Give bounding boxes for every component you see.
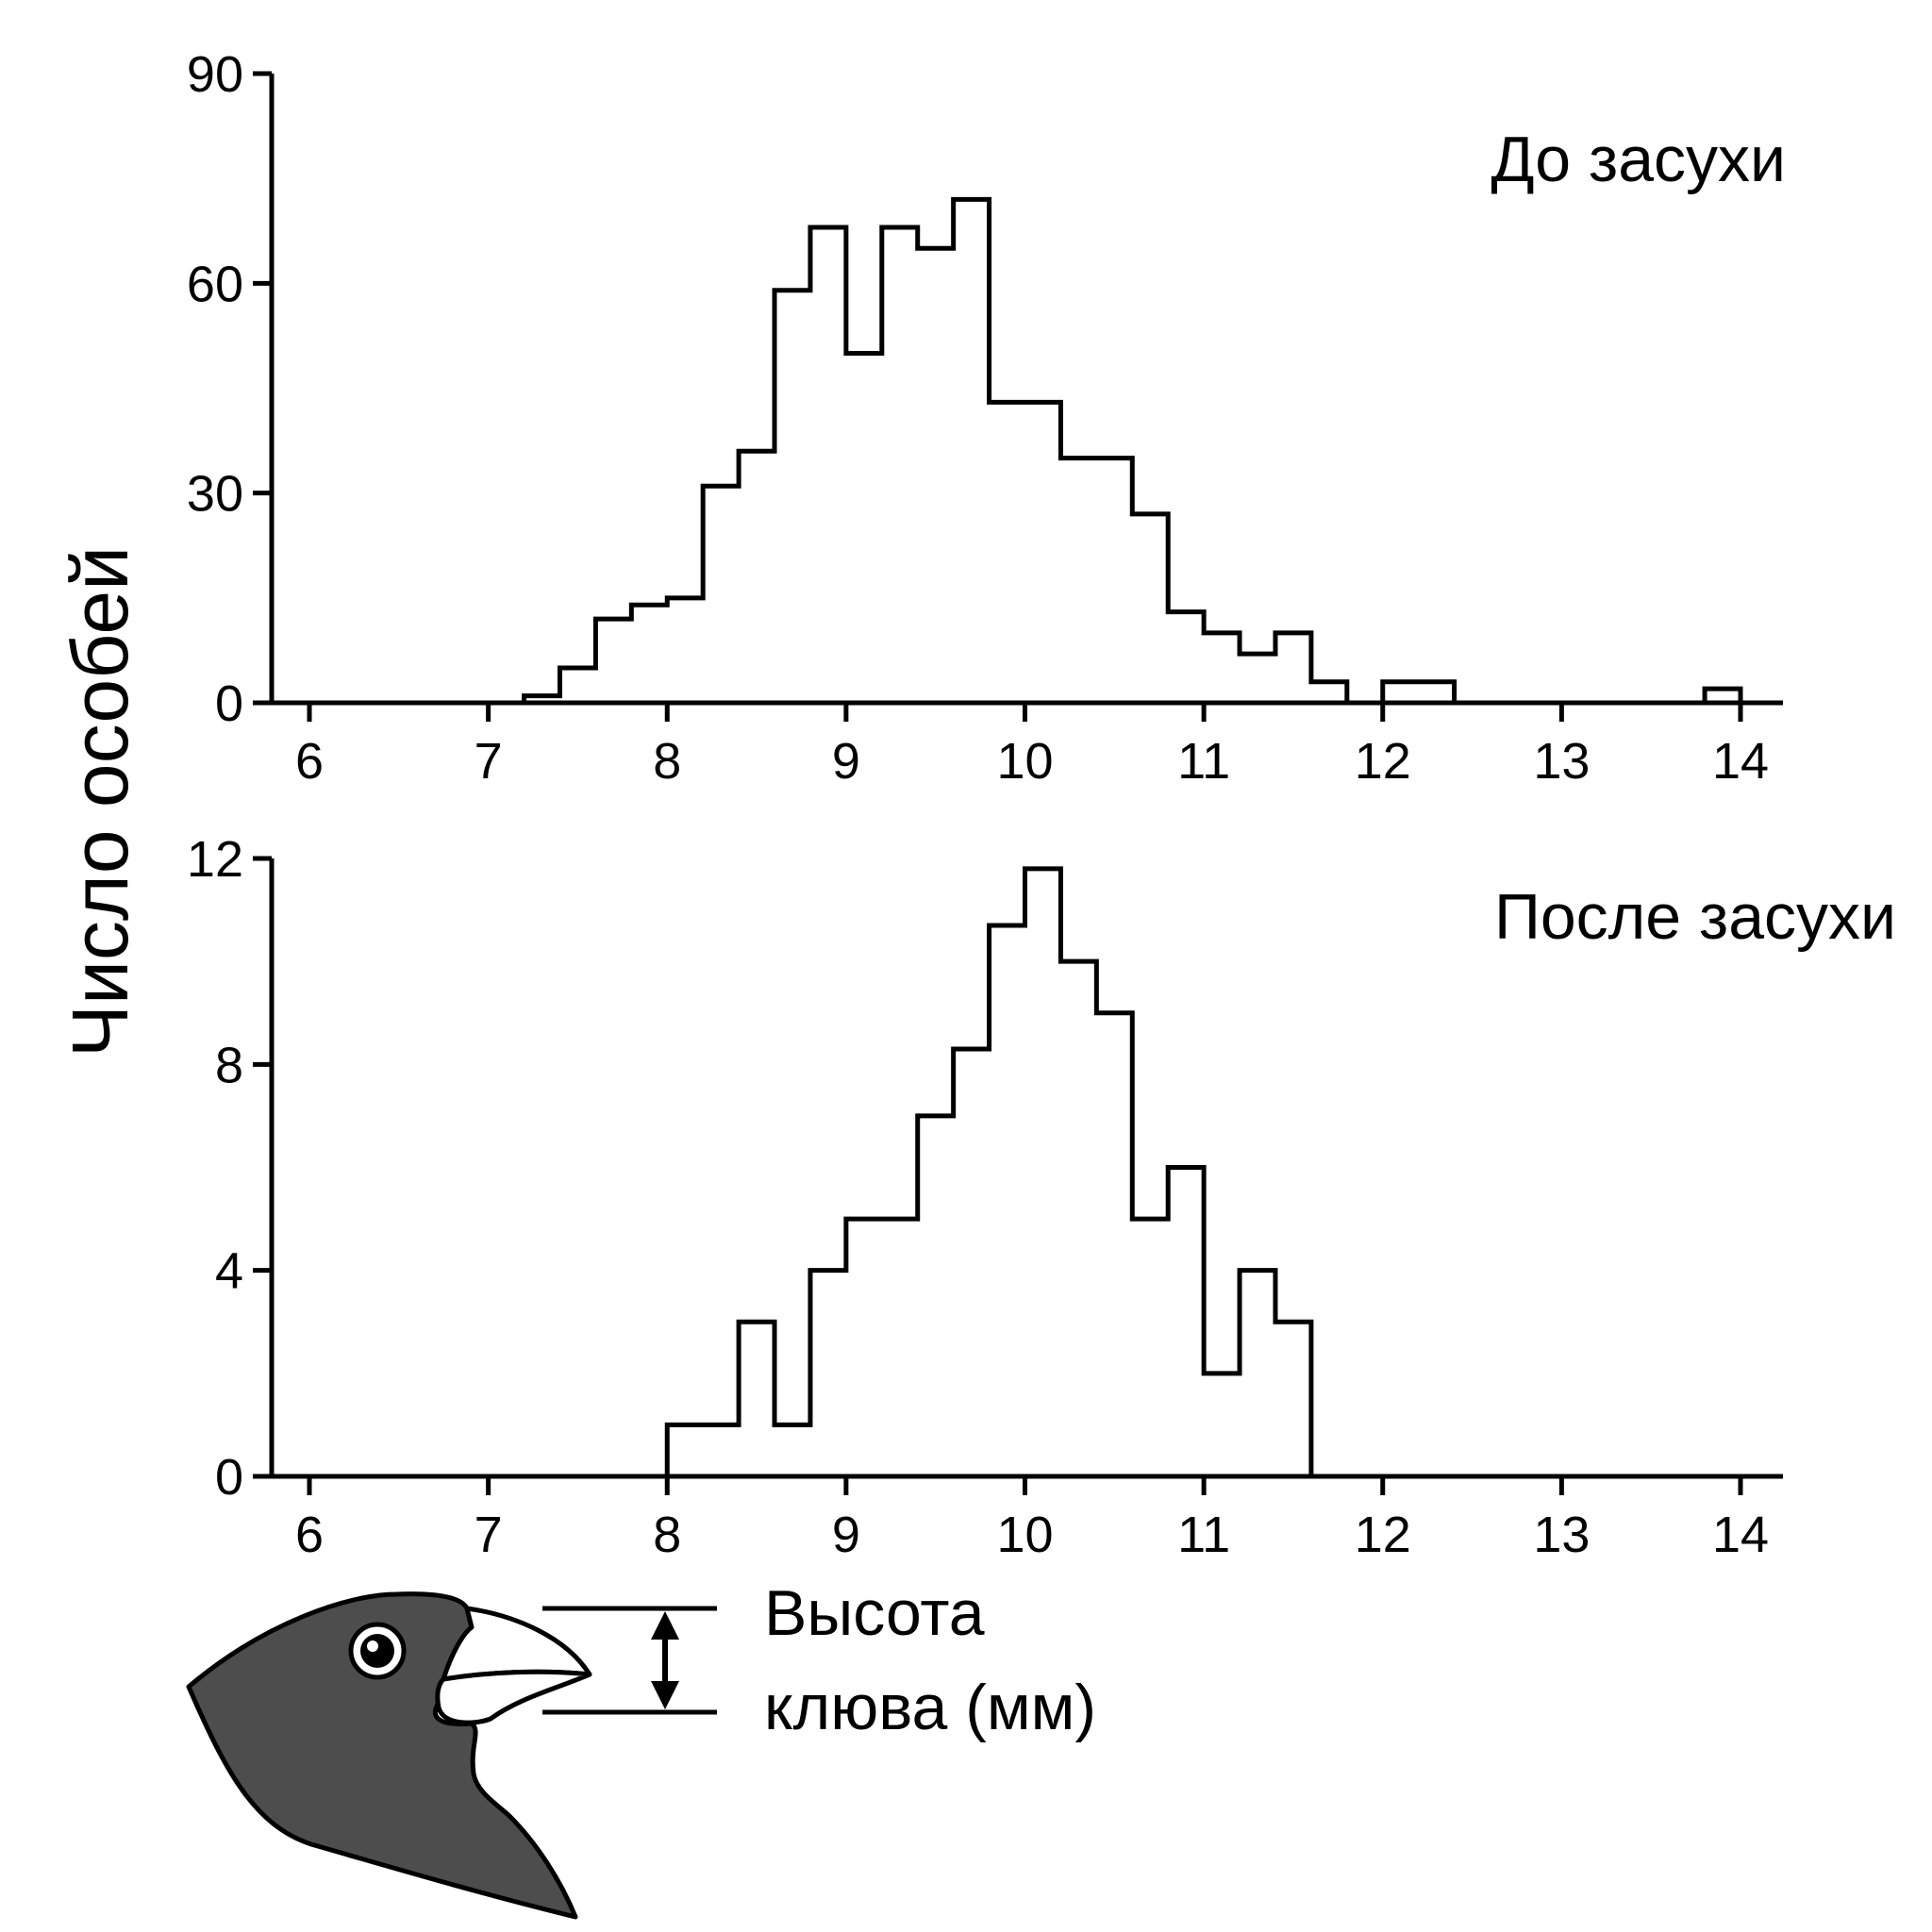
histogram-bin-before	[559, 668, 595, 703]
histogram-bin-after	[810, 1271, 846, 1476]
x-tick-label-after: 6	[295, 1507, 324, 1563]
x-tick-label-before: 8	[653, 733, 681, 790]
y-tick-label-after: 0	[215, 1449, 243, 1506]
histogram-bin-after	[1240, 1271, 1275, 1476]
x-tick-label-after: 14	[1712, 1507, 1769, 1563]
histogram-bin-before	[1240, 654, 1275, 703]
histogram-bin-after	[882, 1219, 918, 1476]
histogram-bin-before	[954, 199, 990, 703]
panel-after-drought: 0 4 8 12 6 7 8 9 10 11 12 13 14 После засухи	[187, 831, 1896, 1563]
y-axis-label: Число особей	[56, 546, 144, 1058]
histogram-bin-after	[667, 1424, 703, 1476]
y-tick-label-after: 12	[187, 831, 243, 888]
histogram-bin-before	[990, 402, 1025, 703]
histogram-bin-after	[1275, 1322, 1311, 1476]
histogram-bin-before	[1096, 458, 1132, 703]
finch-eye-highlight	[367, 1641, 378, 1652]
histogram-bin-after	[954, 1049, 990, 1476]
histogram-bin-after	[1060, 961, 1096, 1476]
y-tick-label-before: 30	[187, 466, 243, 523]
x-tick-label-before: 6	[295, 733, 324, 790]
histogram-bin-before	[918, 248, 954, 703]
finch-head-illustration	[186, 1591, 592, 1920]
panel-title-before: До засухи	[1491, 124, 1786, 195]
histogram-bin-before	[1168, 612, 1204, 703]
histogram-bin-before	[1275, 633, 1311, 703]
y-tick-label-after: 8	[215, 1037, 243, 1093]
histogram-bin-before	[631, 605, 667, 703]
x-tick-label-after: 10	[996, 1507, 1053, 1563]
y-tick-label-before: 90	[187, 46, 243, 103]
histogram-bin-before	[810, 227, 846, 703]
x-tick-label-after: 8	[653, 1507, 681, 1563]
histogram-bin-before	[595, 619, 631, 703]
x-tick-label-before: 7	[475, 733, 503, 790]
measure-label-line1: Высота	[764, 1577, 985, 1649]
x-tick-label-before: 14	[1712, 733, 1769, 790]
beak-depth-measure: Высота клюва (мм)	[542, 1577, 1096, 1743]
histogram-bin-after	[774, 1424, 810, 1476]
histogram-bin-before	[1419, 682, 1455, 703]
histogram-bin-after	[846, 1219, 882, 1476]
histogram-bin-before	[1383, 682, 1419, 703]
x-tick-label-before: 12	[1355, 733, 1411, 790]
histogram-bin-before	[1060, 458, 1096, 703]
panel-title-after: После засухи	[1494, 881, 1896, 953]
x-tick-label-after: 11	[1177, 1507, 1230, 1563]
histogram-bin-before	[667, 598, 703, 703]
y-tick-label-before: 0	[215, 675, 243, 732]
x-tick-label-after: 13	[1533, 1507, 1590, 1563]
histogram-bin-before	[703, 486, 739, 703]
finch-eye-pupil	[360, 1634, 394, 1668]
x-tick-label-after: 12	[1355, 1507, 1411, 1563]
histogram-bin-after	[703, 1424, 739, 1476]
x-tick-label-after: 7	[475, 1507, 503, 1563]
histogram-bin-after	[1132, 1219, 1168, 1476]
histogram-bin-before	[882, 227, 918, 703]
histogram-outline-before	[522, 196, 1743, 706]
histogram-bin-before	[1311, 682, 1347, 703]
histogram-bin-after	[739, 1322, 774, 1476]
histogram-bin-before	[846, 353, 882, 703]
x-tick-label-before: 13	[1533, 733, 1590, 790]
histogram-bin-before	[1132, 514, 1168, 703]
x-tick-label-before: 11	[1177, 733, 1230, 790]
histogram-bin-after	[1204, 1374, 1240, 1476]
histogram-bin-before	[1025, 402, 1061, 703]
histogram-bin-after	[1025, 869, 1061, 1476]
x-tick-label-after: 9	[832, 1507, 860, 1563]
histogram-outline-after	[664, 866, 1314, 1476]
measure-label-line2: клюва (мм)	[764, 1672, 1096, 1743]
measure-arrow-down-icon	[651, 1681, 679, 1709]
histogram-bin-after	[990, 925, 1025, 1476]
x-tick-label-before: 9	[832, 733, 860, 790]
histogram-bin-before	[1204, 633, 1240, 703]
x-tick-label-before: 10	[996, 733, 1053, 790]
histogram-bin-after	[1096, 1013, 1132, 1476]
measure-arrow-up-icon	[651, 1611, 679, 1640]
panel-before-drought: 0 30 60 90 6 7 8 9 10 11 12 13 14 До засухи	[187, 46, 1786, 790]
y-tick-label-after: 4	[215, 1243, 243, 1300]
histogram-bin-after	[918, 1116, 954, 1476]
y-tick-label-before: 60	[187, 256, 243, 312]
finch-head-shape	[186, 1591, 578, 1920]
finch-lower-beak	[435, 1669, 592, 1725]
histogram-bin-before	[774, 291, 810, 703]
histogram-bin-before	[739, 451, 774, 703]
histogram-bin-after	[1168, 1168, 1204, 1477]
